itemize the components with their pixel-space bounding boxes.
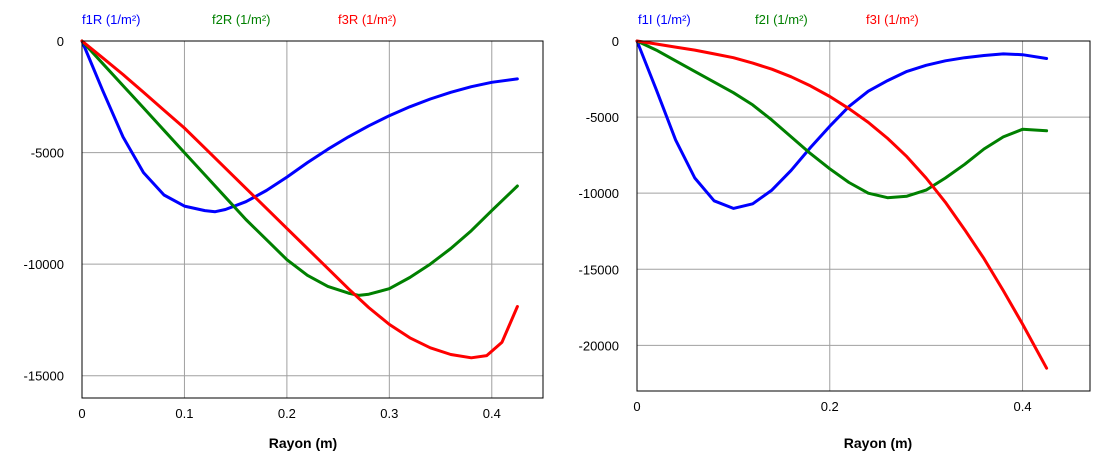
series-line (635, 39, 1049, 210)
chart-right: 0 0.2 0.4 0 -5000 -10000 -15000 -20000 Rayon (m… (579, 12, 1091, 451)
series-line (635, 39, 1049, 200)
x-tick-label: 0.2 (821, 399, 839, 414)
series-lines (80, 39, 519, 360)
grid (82, 41, 543, 398)
tick-labels: 0 0.1 0.2 0.3 0.4 0 -5000 -10000 -15000 (24, 34, 501, 421)
x-tick-label: 0.4 (1013, 399, 1031, 414)
series-lines (635, 39, 1049, 370)
chart-left: 0 0.1 0.2 0.3 0.4 0 -5000 -10000 -15000 Rayon (m… (24, 12, 544, 451)
x-axis-label: Rayon (m) (269, 435, 337, 451)
y-tick-label: -5000 (31, 146, 64, 161)
x-tick-label: 0 (633, 399, 640, 414)
y-tick-label: 0 (612, 34, 619, 49)
legend-entry: f1I (1/m²) (638, 12, 691, 27)
x-tick-label: 0.1 (175, 406, 193, 421)
legend-entry: f1R (1/m²) (82, 12, 141, 27)
legend-entry: f3I (1/m²) (866, 12, 919, 27)
y-tick-label: -5000 (586, 110, 619, 125)
plot-frame (636, 40, 1091, 392)
plot-frame (81, 40, 544, 399)
x-tick-label: 0 (78, 406, 85, 421)
y-tick-label: -15000 (24, 369, 64, 384)
y-tick-label: 0 (57, 34, 64, 49)
y-tick-label: -15000 (579, 262, 619, 277)
series-line (80, 39, 519, 297)
legend-entry: f3R (1/m²) (338, 12, 397, 27)
legend-entry: f2I (1/m²) (755, 12, 808, 27)
x-tick-label: 0.4 (483, 406, 501, 421)
x-axis-label: Rayon (m) (844, 435, 912, 451)
x-tick-label: 0.2 (278, 406, 296, 421)
tick-labels: 0 0.2 0.4 0 -5000 -10000 -15000 -20000 (579, 34, 1032, 414)
series-line (635, 39, 1049, 370)
y-tick-label: -10000 (579, 186, 619, 201)
legend-entry: f2R (1/m²) (212, 12, 271, 27)
y-tick-label: -10000 (24, 257, 64, 272)
series-line (80, 39, 519, 214)
x-tick-label: 0.3 (380, 406, 398, 421)
grid (637, 41, 1090, 391)
y-tick-label: -20000 (579, 338, 619, 353)
series-line (80, 39, 519, 360)
